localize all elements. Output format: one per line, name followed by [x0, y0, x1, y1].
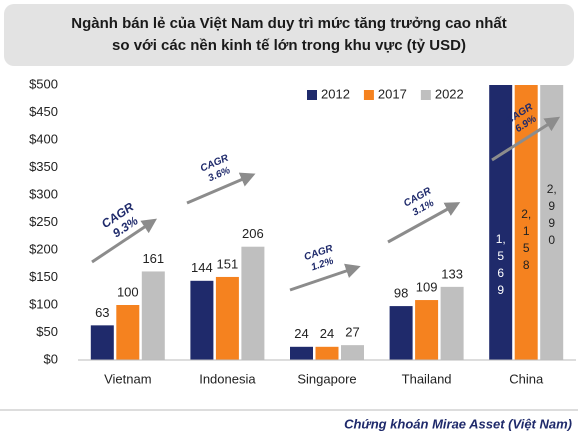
bar — [440, 286, 464, 360]
chart-title: so với các nền kinh tế lớn trong khu vực… — [112, 37, 466, 54]
cagr-arrow — [491, 116, 561, 162]
data-label: 27 — [345, 325, 359, 340]
bar — [290, 346, 313, 360]
bar — [315, 346, 339, 360]
y-tick-label: $400 — [29, 131, 58, 146]
legend-label: 2017 — [378, 86, 407, 101]
data-label: 151 — [217, 256, 239, 271]
data-label: 161 — [142, 251, 164, 266]
bar — [116, 305, 140, 360]
bar — [215, 276, 239, 360]
source: Chứng khoán Mirae Asset (Việt Nam) — [344, 416, 572, 431]
title-box — [4, 4, 574, 66]
legend-label: 2012 — [321, 86, 350, 101]
cagr-arrow — [387, 202, 461, 244]
y-tick-label: $250 — [29, 214, 58, 229]
bar — [489, 85, 513, 360]
data-label: 63 — [95, 305, 109, 320]
bar — [141, 271, 165, 360]
x-tick-label: Vietnam — [104, 371, 151, 386]
data-label: 109 — [416, 279, 438, 294]
data-label: 206 — [242, 226, 264, 241]
y-tick-label: $200 — [29, 241, 58, 256]
bar — [241, 246, 265, 360]
data-label: 98 — [394, 286, 408, 301]
y-tick-label: $350 — [29, 159, 58, 174]
x-tick-label: Indonesia — [199, 371, 256, 386]
legend-swatch — [420, 90, 431, 100]
cagr-arrow — [186, 172, 256, 205]
x-tick-label: China — [509, 371, 544, 386]
data-label: 24 — [320, 326, 334, 341]
legend-swatch — [363, 90, 374, 100]
bar — [389, 306, 413, 360]
y-tick-label: $100 — [29, 296, 58, 311]
bar — [341, 345, 364, 360]
y-tick-label: $150 — [29, 269, 58, 284]
cagr-arrow — [289, 263, 361, 292]
bars — [90, 85, 564, 360]
data-label: 144 — [191, 260, 213, 275]
y-tick-label: $50 — [36, 324, 58, 339]
chart-title: Ngành bán lẻ của Việt Nam duy trì mức tă… — [71, 15, 507, 32]
legend-label: 2022 — [435, 86, 464, 101]
cagr-arrow — [91, 218, 157, 264]
bar — [90, 325, 114, 360]
data-label: 133 — [441, 266, 463, 281]
bar — [190, 280, 214, 360]
y-tick-label: $450 — [29, 104, 58, 119]
y-tick-label: $0 — [44, 351, 58, 366]
bar — [514, 85, 538, 360]
bar — [415, 300, 439, 360]
data-label: 1, 5 6 9 — [496, 232, 506, 297]
x-tick-label: Thailand — [402, 371, 452, 386]
x-tick-label: Singapore — [297, 371, 356, 386]
data-label: 24 — [294, 326, 308, 341]
data-label: 100 — [117, 284, 139, 299]
legend-swatch — [307, 90, 317, 100]
y-tick-label: $500 — [29, 76, 58, 91]
bar — [540, 85, 564, 360]
data-label: 2, 1 5 8 — [521, 207, 531, 272]
data-label: 2, 9 9 0 — [547, 182, 557, 247]
y-tick-label: $300 — [29, 186, 58, 201]
